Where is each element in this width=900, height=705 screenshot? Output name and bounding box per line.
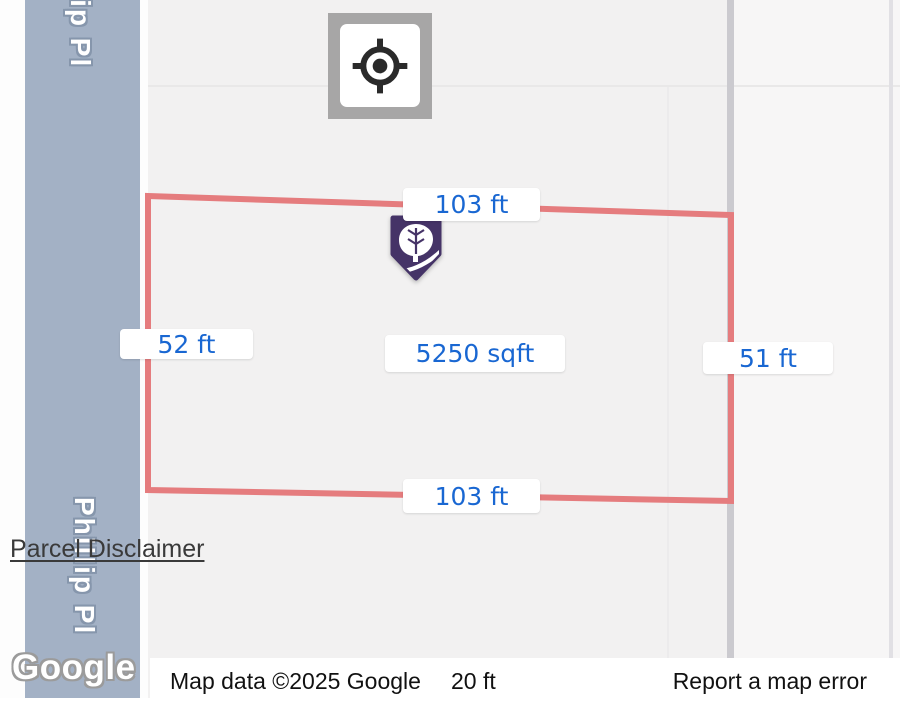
parcel-area-label: 5250 sqft [385, 335, 565, 372]
map-scale-label: 20 ft [450, 668, 496, 694]
dimension-label-top: 103 ft [403, 188, 540, 221]
attribution-bar: Map data ©2025 Google 20 ft Report a map… [150, 658, 900, 705]
parcel-disclaimer-link[interactable]: Parcel Disclaimer [10, 535, 205, 563]
attribution-bar-left-strip [0, 698, 150, 705]
dimension-label-bottom: 103 ft [403, 479, 540, 513]
map-data-attribution: Map data ©2025 Google [170, 668, 421, 694]
dimension-label-right: 51 ft [703, 342, 833, 374]
map-parcel-line-vertical [667, 87, 669, 658]
google-logo[interactable]: Google [12, 648, 136, 687]
locate-button[interactable] [328, 13, 432, 119]
crosshair-target-icon [352, 38, 408, 93]
dimension-label-left: 52 ft [120, 329, 253, 359]
map-parcel-line-horizontal [147, 85, 900, 87]
report-map-error-link[interactable]: Report a map error [672, 668, 867, 694]
map-boundary-line-right [889, 0, 893, 705]
locate-button-face [340, 24, 420, 107]
tree-leaf-shield-marker-icon[interactable] [389, 214, 443, 284]
